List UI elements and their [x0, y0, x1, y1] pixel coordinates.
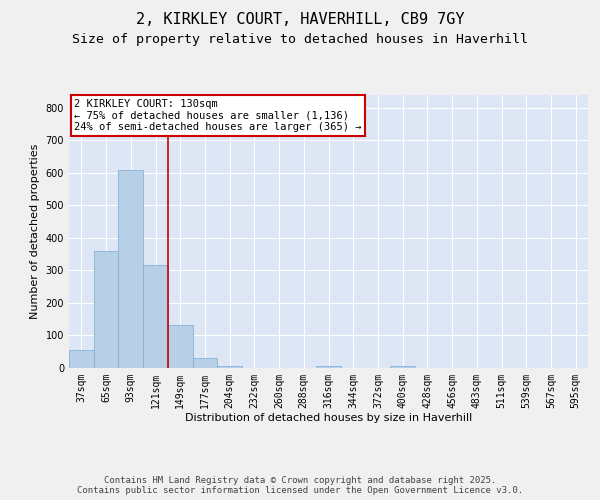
Bar [316, 366, 341, 368]
Bar [118, 170, 143, 368]
Text: Size of property relative to detached houses in Haverhill: Size of property relative to detached ho… [72, 32, 528, 46]
Text: Contains HM Land Registry data © Crown copyright and database right 2025.
Contai: Contains HM Land Registry data © Crown c… [77, 476, 523, 495]
X-axis label: Distribution of detached houses by size in Haverhill: Distribution of detached houses by size … [185, 413, 472, 423]
Bar [390, 366, 415, 368]
Text: 2, KIRKLEY COURT, HAVERHILL, CB9 7GY: 2, KIRKLEY COURT, HAVERHILL, CB9 7GY [136, 12, 464, 28]
Bar [94, 250, 118, 368]
Y-axis label: Number of detached properties: Number of detached properties [30, 144, 40, 319]
Text: 2 KIRKLEY COURT: 130sqm
← 75% of detached houses are smaller (1,136)
24% of semi: 2 KIRKLEY COURT: 130sqm ← 75% of detache… [74, 99, 362, 132]
Bar [193, 358, 217, 368]
Bar [168, 326, 193, 368]
Bar [217, 366, 242, 368]
Bar [143, 266, 168, 368]
Bar [69, 350, 94, 368]
